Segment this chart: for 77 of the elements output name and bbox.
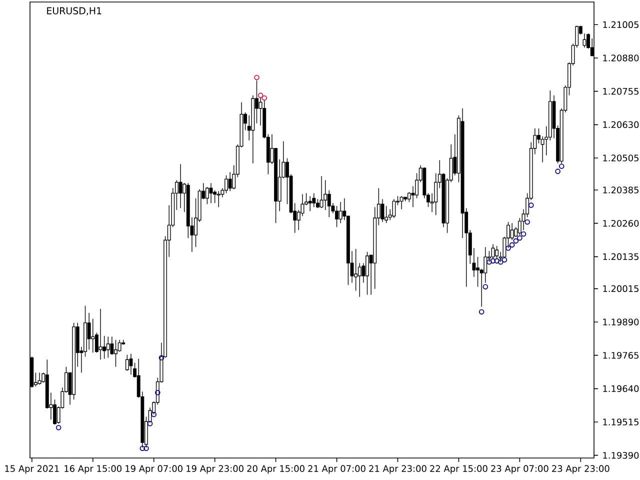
candlestick — [335, 206, 338, 228]
point — [502, 257, 508, 263]
y-tick-label: 1.19765 — [603, 352, 638, 359]
point — [140, 446, 146, 452]
y-tick-label: 1.19390 — [603, 452, 639, 459]
y-tick-label: 1.19890 — [603, 318, 639, 326]
point — [262, 95, 268, 101]
point — [486, 259, 492, 265]
point — [155, 390, 160, 396]
candlestick — [228, 172, 232, 192]
candlestick — [327, 190, 331, 218]
candlestick — [510, 222, 514, 240]
point — [498, 259, 504, 265]
point — [494, 258, 500, 264]
candlestick — [320, 176, 324, 208]
y-tick-label: 1.20880 — [603, 54, 639, 62]
x-tick-label: 15 Apr 2021 — [5, 465, 59, 474]
y-tick-label: 1.20385 — [603, 186, 638, 194]
candlestick — [308, 196, 312, 212]
point — [524, 219, 530, 225]
y-tick-label: 1.20630 — [603, 121, 639, 128]
candlestick — [400, 196, 404, 210]
candlestick — [110, 336, 114, 356]
candlestick — [87, 312, 91, 350]
candlestick — [205, 186, 209, 204]
chart-title: EURUSD,H1 — [47, 7, 102, 16]
candlestick — [125, 354, 129, 372]
y-tick-label: 1.21005 — [603, 21, 638, 28]
x-tick-label: 21 Apr 07:00 — [308, 465, 366, 474]
x-tick-label: 19 Apr 07:00 — [126, 465, 182, 474]
point — [555, 168, 560, 174]
x-tick-label: 19 Apr 23:00 — [186, 465, 244, 474]
candlestick — [224, 174, 228, 194]
candlestick — [338, 202, 342, 224]
point — [147, 420, 153, 426]
candlestick — [312, 192, 316, 208]
x-tick-label: 20 Apr 15:00 — [247, 465, 304, 474]
point — [513, 238, 519, 244]
point — [478, 309, 484, 315]
x-tick-label: 16 Apr 15:00 — [64, 465, 122, 474]
point — [144, 446, 149, 452]
candlestick — [366, 252, 369, 296]
point — [258, 92, 264, 98]
point — [517, 235, 522, 241]
y-tick-label: 1.19515 — [603, 418, 638, 426]
candlestick — [434, 172, 438, 216]
candlestick — [354, 248, 358, 292]
point — [490, 258, 496, 264]
candlestick — [91, 318, 95, 354]
y-tick-label: 1.20260 — [603, 220, 639, 227]
point — [528, 202, 534, 208]
candlestick — [118, 340, 122, 352]
y-tick-label: 1.20015 — [603, 285, 638, 292]
candlestick — [178, 164, 182, 208]
y-tick-label: 1.19640 — [603, 385, 639, 392]
y-tick-label: 1.20755 — [603, 88, 638, 95]
x-tick-label: 23 Apr 23:00 — [552, 465, 610, 474]
point — [482, 284, 488, 290]
point — [56, 424, 62, 430]
x-tick-label: 23 Apr 07:00 — [491, 465, 548, 474]
point — [158, 355, 164, 360]
candlestick — [392, 198, 396, 218]
point — [151, 412, 156, 418]
y-tick-label: 1.20505 — [603, 154, 638, 162]
candlestick — [114, 340, 118, 368]
x-tick-label: 22 Apr 15:00 — [430, 465, 488, 474]
point — [558, 164, 564, 169]
point — [520, 231, 526, 237]
point — [254, 74, 260, 80]
y-tick-label: 1.20135 — [603, 253, 638, 260]
candlestick — [216, 190, 220, 208]
point — [509, 242, 515, 248]
point — [506, 245, 511, 251]
candlestick — [324, 180, 328, 210]
candlestick — [106, 336, 110, 358]
x-tick-label: 21 Apr 23:00 — [369, 465, 426, 474]
candlestick — [358, 262, 362, 298]
